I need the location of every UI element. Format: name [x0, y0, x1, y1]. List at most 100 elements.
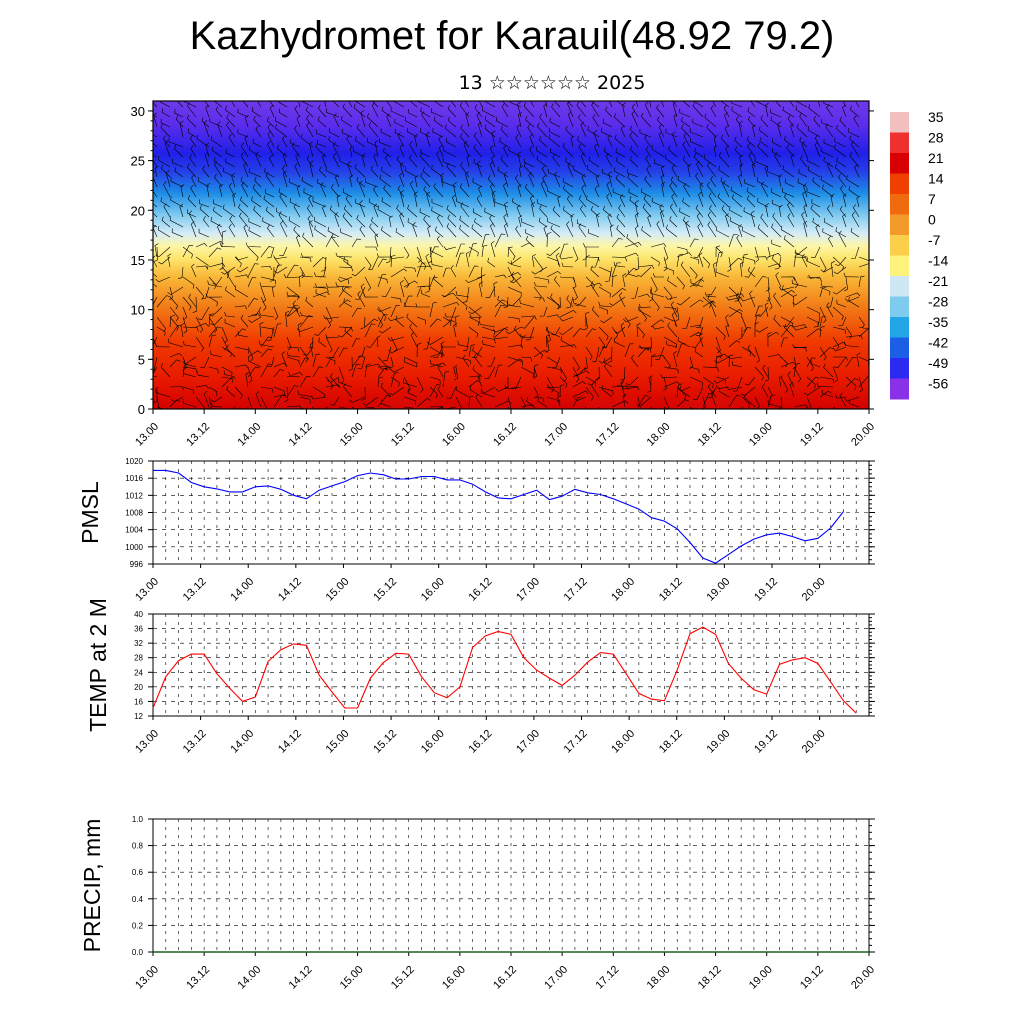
- wind-barb: [585, 311, 590, 328]
- wind-barb: [228, 182, 236, 198]
- wind-barb: [235, 256, 249, 261]
- wind-barb: [190, 221, 197, 238]
- wind-barb: [557, 395, 562, 408]
- wind-barb: [642, 203, 652, 218]
- wind-barb: [226, 271, 236, 288]
- wind-barb: [210, 216, 223, 228]
- wind-barb: [306, 114, 314, 128]
- wind-barb: [180, 322, 185, 338]
- wind-barb: [259, 311, 275, 318]
- wind-barb: [740, 261, 745, 278]
- y-axis-title: PRECIP, mm: [79, 819, 105, 953]
- wind-barb: [214, 173, 223, 188]
- wind-barb: [425, 253, 431, 268]
- wind-barb: [204, 152, 210, 168]
- wind-barb: [195, 243, 208, 248]
- wind-barb: [858, 376, 863, 393]
- wind-barb: [204, 101, 210, 108]
- wind-barb: [248, 356, 262, 368]
- wind-barb: [325, 334, 340, 339]
- wind-barb: [315, 289, 327, 298]
- wind-barb: [507, 396, 512, 409]
- wind-barb: [381, 226, 392, 238]
- wind-barb: [327, 376, 340, 383]
- wind-barb: [377, 376, 383, 388]
- wind-barb: [348, 101, 353, 108]
- wind-barb: [794, 246, 808, 255]
- wind-barb: [455, 296, 468, 311]
- wind-barb: [485, 101, 496, 108]
- wind-barb: [668, 145, 678, 158]
- x-tick-label: 19.12: [798, 964, 826, 992]
- wind-barb: [206, 183, 211, 198]
- wind-barb: [433, 346, 444, 358]
- wind-barb: [434, 226, 444, 238]
- wind-barb: [813, 116, 821, 128]
- wind-barb: [386, 113, 392, 128]
- wind-barb: [153, 159, 158, 168]
- wind-barb: [153, 190, 158, 198]
- wind-barb: [210, 396, 223, 403]
- wind-barb: [559, 366, 568, 382]
- wind-barb: [325, 166, 340, 178]
- wind-barb: [754, 346, 760, 363]
- wind-barb: [749, 290, 756, 308]
- wind-barb: [161, 216, 171, 228]
- wind-barb: [663, 266, 674, 275]
- wind-barb: [858, 263, 869, 268]
- y-axis-title: PMSL: [77, 481, 103, 544]
- wind-barb: [692, 102, 704, 118]
- x-tick-label: 20.00: [800, 576, 828, 604]
- wind-barb: [260, 246, 273, 258]
- wind-barb: [594, 143, 600, 158]
- wind-barb: [441, 286, 457, 298]
- wind-barb: [403, 280, 418, 288]
- wind-barb: [626, 234, 639, 248]
- wind-barb: [356, 124, 366, 138]
- wind-barb: [273, 394, 287, 399]
- wind-barb: [671, 193, 678, 208]
- wind-barb: [784, 193, 795, 208]
- wind-barb: [820, 147, 834, 158]
- wind-barb: [407, 127, 418, 138]
- wind-barb: [806, 156, 821, 168]
- wind-barb: [815, 224, 821, 238]
- wind-barb: [325, 316, 332, 329]
- wind-barb: [260, 265, 273, 271]
- wind-barb: [746, 187, 756, 198]
- y-tick-label: 20: [134, 683, 143, 692]
- wind-barb: [580, 101, 587, 108]
- wind-barb: [614, 326, 626, 334]
- wind-barb: [504, 222, 509, 238]
- wind-barb: [650, 296, 660, 312]
- wind-barb: [421, 289, 431, 298]
- wind-barb: [747, 107, 756, 118]
- wind-barb: [429, 318, 442, 328]
- wind-barb: [423, 215, 431, 228]
- wind-barb: [570, 213, 575, 228]
- wind-barb: [524, 183, 535, 198]
- wind-barb: [247, 298, 259, 308]
- wind-barb: [198, 228, 210, 238]
- wind-barb: [164, 140, 171, 158]
- wind-barb: [174, 167, 184, 178]
- wind-barb: [156, 326, 166, 337]
- wind-barb: [542, 175, 548, 188]
- wind-barbs: [153, 101, 869, 409]
- wind-barb: [208, 240, 224, 248]
- wind-barb: [806, 187, 821, 198]
- wind-barb: [572, 286, 578, 301]
- wind-barb: [381, 197, 392, 208]
- wind-barb: [572, 366, 580, 383]
- wind-barb: [650, 319, 665, 328]
- wind-barb: [614, 167, 626, 178]
- wind-barb: [520, 366, 535, 378]
- x-tick-label: 18.12: [696, 421, 724, 449]
- wind-barb: [248, 316, 262, 323]
- wind-barb: [264, 188, 275, 198]
- wind-barb: [821, 118, 834, 128]
- wind-barb: [390, 254, 396, 268]
- wind-barb: [766, 286, 771, 302]
- wind-barb: [787, 115, 795, 128]
- wind-barb: [707, 294, 717, 308]
